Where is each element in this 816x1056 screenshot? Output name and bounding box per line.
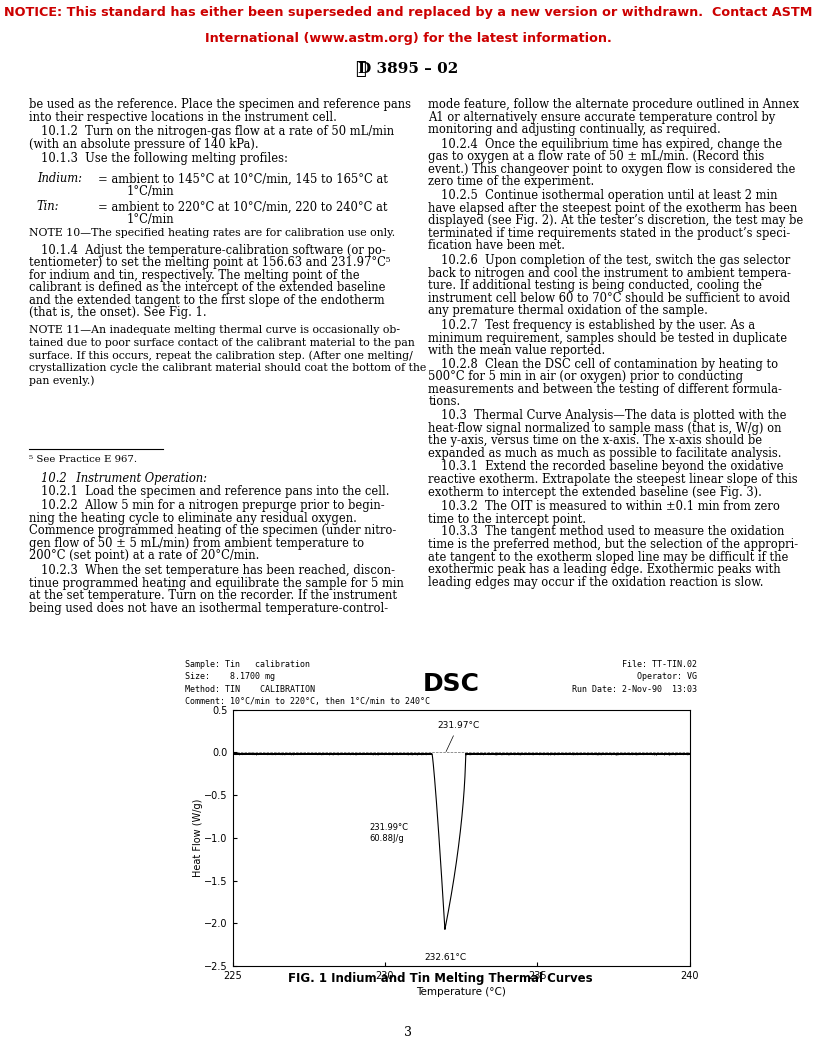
Text: being used does not have an isothermal temperature-control-: being used does not have an isothermal t…: [29, 602, 388, 615]
Text: displayed (see Fig. 2). At the tester’s discretion, the test may be: displayed (see Fig. 2). At the tester’s …: [428, 214, 804, 227]
Text: 10.2.7  Test frequency is established by the user. As a: 10.2.7 Test frequency is established by …: [441, 319, 755, 332]
Text: for indium and tin, respectively. The melting point of the: for indium and tin, respectively. The me…: [29, 269, 359, 282]
X-axis label: Temperature (°C): Temperature (°C): [416, 986, 506, 997]
Text: 10.2.2  Allow 5 min for a nitrogen prepurge prior to begin-: 10.2.2 Allow 5 min for a nitrogen prepur…: [41, 499, 384, 512]
Text: crystallization cycle the calibrant material should coat the bottom of the: crystallization cycle the calibrant mate…: [29, 363, 426, 373]
Text: FIG. 1 Indium and Tin Melting Thermal Curves: FIG. 1 Indium and Tin Melting Thermal Cu…: [288, 973, 593, 985]
Text: time is the preferred method, but the selection of the appropri-: time is the preferred method, but the se…: [428, 538, 799, 551]
Text: gas to oxygen at a flow rate of 50 ± mL/min. (Record this: gas to oxygen at a flow rate of 50 ± mL/…: [428, 150, 765, 164]
Text: ning the heating cycle to eliminate any residual oxygen.: ning the heating cycle to eliminate any …: [29, 512, 357, 525]
Text: terminated if time requirements stated in the product’s speci-: terminated if time requirements stated i…: [428, 227, 791, 240]
Text: 10.3.1  Extend the recorded baseline beyond the oxidative: 10.3.1 Extend the recorded baseline beyo…: [441, 460, 783, 473]
Text: (with an absolute pressure of 140 kPa).: (with an absolute pressure of 140 kPa).: [29, 137, 258, 151]
Text: Commence programmed heating of the specimen (under nitro-: Commence programmed heating of the speci…: [29, 524, 396, 538]
Text: NOTE 11—An inadequate melting thermal curve is occasionally ob-: NOTE 11—An inadequate melting thermal cu…: [29, 325, 400, 335]
Text: 10.1.2  Turn on the nitrogen-gas flow at a rate of 50 mL/min: 10.1.2 Turn on the nitrogen-gas flow at …: [41, 125, 394, 138]
Text: Tin:: Tin:: [37, 201, 60, 213]
Text: 10.2.1  Load the specimen and reference pans into the cell.: 10.2.1 Load the specimen and reference p…: [41, 485, 389, 498]
Text: Size:    8.1700 mg: Size: 8.1700 mg: [184, 673, 275, 681]
Text: minimum requirement, samples should be tested in duplicate: minimum requirement, samples should be t…: [428, 332, 787, 344]
Text: 10.3.2  The OIT is measured to within ±0.1 min from zero: 10.3.2 The OIT is measured to within ±0.…: [441, 501, 779, 513]
Text: back to nitrogen and cool the instrument to ambient tempera-: back to nitrogen and cool the instrument…: [428, 266, 792, 280]
Text: = ambient to 220°C at 10°C/min, 220 to 240°C at: = ambient to 220°C at 10°C/min, 220 to 2…: [98, 201, 388, 213]
Y-axis label: Heat Flow (W/g): Heat Flow (W/g): [193, 798, 202, 878]
Text: exotherm to intercept the extended baseline (see Fig. 3).: exotherm to intercept the extended basel…: [428, 486, 762, 498]
Text: surface. If this occurs, repeat the calibration step. (After one melting/: surface. If this occurs, repeat the cali…: [29, 351, 412, 361]
Text: Operator: VG: Operator: VG: [636, 673, 697, 681]
Text: mode feature, follow the alternate procedure outlined in Annex: mode feature, follow the alternate proce…: [428, 98, 800, 111]
Text: time to the intercept point.: time to the intercept point.: [428, 513, 587, 526]
Text: and the extended tangent to the first slope of the endotherm: and the extended tangent to the first sl…: [29, 294, 384, 307]
Text: Run Date: 2-Nov-90  13:03: Run Date: 2-Nov-90 13:03: [571, 685, 697, 694]
Text: Ⓚ: Ⓚ: [355, 59, 366, 78]
Text: into their respective locations in the instrument cell.: into their respective locations in the i…: [29, 111, 336, 124]
Text: instrument cell below 60 to 70°C should be sufficient to avoid: instrument cell below 60 to 70°C should …: [428, 291, 791, 304]
Text: (that is, the onset). See Fig. 1.: (that is, the onset). See Fig. 1.: [29, 306, 206, 320]
Text: NOTE 10—The specified heating rates are for calibration use only.: NOTE 10—The specified heating rates are …: [29, 228, 395, 239]
Text: 10.2.6  Upon completion of the test, switch the gas selector: 10.2.6 Upon completion of the test, swit…: [441, 254, 790, 267]
Text: 10.1.4  Adjust the temperature-calibration software (or po-: 10.1.4 Adjust the temperature-calibratio…: [41, 244, 385, 257]
Text: 3: 3: [404, 1025, 412, 1039]
Text: 10.2.4  Once the equilibrium time has expired, change the: 10.2.4 Once the equilibrium time has exp…: [441, 137, 782, 151]
Text: 1°C/min: 1°C/min: [126, 213, 174, 226]
Text: 1°C/min: 1°C/min: [126, 185, 174, 197]
Text: 10.1.3  Use the following melting profiles:: 10.1.3 Use the following melting profile…: [41, 152, 288, 165]
Text: heat-flow signal normalized to sample mass (that is, W/g) on: heat-flow signal normalized to sample ma…: [428, 421, 782, 435]
Text: exothermic peak has a leading edge. Exothermic peaks with: exothermic peak has a leading edge. Exot…: [428, 563, 781, 577]
Text: tained due to poor surface contact of the calibrant material to the pan: tained due to poor surface contact of th…: [29, 338, 415, 347]
Text: ⁵ See Practice E 967.: ⁵ See Practice E 967.: [29, 455, 137, 464]
Text: with the mean value reported.: with the mean value reported.: [428, 344, 605, 357]
Text: pan evenly.): pan evenly.): [29, 376, 94, 386]
Text: measurements and between the testing of different formula-: measurements and between the testing of …: [428, 383, 783, 396]
Text: File: TT-TIN.02: File: TT-TIN.02: [622, 660, 697, 670]
Text: 10.3.3  The tangent method used to measure the oxidation: 10.3.3 The tangent method used to measur…: [441, 526, 784, 539]
Text: Indium:: Indium:: [37, 172, 82, 186]
Text: A1 or alternatively ensure accurate temperature control by: A1 or alternatively ensure accurate temp…: [428, 111, 776, 124]
Text: Sample: Tin   calibration: Sample: Tin calibration: [184, 660, 310, 670]
Text: fication have been met.: fication have been met.: [428, 239, 565, 252]
Text: be used as the reference. Place the specimen and reference pans: be used as the reference. Place the spec…: [29, 98, 410, 111]
Text: leading edges may occur if the oxidation reaction is slow.: leading edges may occur if the oxidation…: [428, 576, 764, 588]
Text: tions.: tions.: [428, 395, 461, 409]
Text: 10.2.3  When the set temperature has been reached, discon-: 10.2.3 When the set temperature has been…: [41, 564, 395, 578]
Text: at the set temperature. Turn on the recorder. If the instrument: at the set temperature. Turn on the reco…: [29, 589, 397, 602]
Text: 10.2.5  Continue isothermal operation until at least 2 min: 10.2.5 Continue isothermal operation unt…: [441, 189, 777, 202]
Text: tentiometer) to set the melting point at 156.63 and 231.97°C⁵: tentiometer) to set the melting point at…: [29, 257, 390, 269]
Text: 232.61°C: 232.61°C: [425, 954, 467, 962]
Text: monitoring and adjusting continually, as required.: monitoring and adjusting continually, as…: [428, 124, 721, 136]
Text: calibrant is defined as the intercept of the extended baseline: calibrant is defined as the intercept of…: [29, 281, 385, 295]
Text: reactive exotherm. Extrapolate the steepest linear slope of this: reactive exotherm. Extrapolate the steep…: [428, 473, 798, 486]
Text: gen flow of 50 ± 5 mL/min) from ambient temperature to: gen flow of 50 ± 5 mL/min) from ambient …: [29, 536, 364, 550]
Text: tinue programmed heating and equilibrate the sample for 5 min: tinue programmed heating and equilibrate…: [29, 577, 403, 589]
Text: = ambient to 145°C at 10°C/min, 145 to 165°C at: = ambient to 145°C at 10°C/min, 145 to 1…: [98, 172, 388, 186]
Text: event.) This changeover point to oxygen flow is considered the: event.) This changeover point to oxygen …: [428, 163, 796, 175]
Text: have elapsed after the steepest point of the exotherm has been: have elapsed after the steepest point of…: [428, 202, 798, 214]
Text: ture. If additional testing is being conducted, cooling the: ture. If additional testing is being con…: [428, 279, 762, 293]
Text: zero time of the experiment.: zero time of the experiment.: [428, 175, 595, 188]
Text: Method: TIN    CALIBRATION: Method: TIN CALIBRATION: [184, 685, 315, 694]
Text: DSC: DSC: [423, 673, 480, 696]
Text: NOTICE: This standard has either been superseded and replaced by a new version o: NOTICE: This standard has either been su…: [4, 6, 812, 19]
Text: 231.99°C
60.88J/g: 231.99°C 60.88J/g: [370, 823, 409, 844]
Text: 10.3  Thermal Curve Analysis—The data is plotted with the: 10.3 Thermal Curve Analysis—The data is …: [441, 409, 786, 422]
Text: 231.97°C: 231.97°C: [437, 721, 479, 752]
Text: Comment: 10°C/min to 220°C, then 1°C/min to 240°C: Comment: 10°C/min to 220°C, then 1°C/min…: [184, 697, 430, 706]
Text: International (www.astm.org) for the latest information.: International (www.astm.org) for the lat…: [205, 32, 611, 44]
Text: expanded as much as much as possible to facilitate analysis.: expanded as much as much as possible to …: [428, 447, 782, 459]
Text: 10.2.8  Clean the DSC cell of contamination by heating to: 10.2.8 Clean the DSC cell of contaminati…: [441, 358, 778, 371]
Text: 500°C for 5 min in air (or oxygen) prior to conducting: 500°C for 5 min in air (or oxygen) prior…: [428, 371, 743, 383]
Text: 10.2   Instrument Operation:: 10.2 Instrument Operation:: [41, 472, 206, 485]
Text: ate tangent to the exotherm sloped line may be difficult if the: ate tangent to the exotherm sloped line …: [428, 550, 789, 564]
Text: any premature thermal oxidation of the sample.: any premature thermal oxidation of the s…: [428, 304, 708, 317]
Text: 200°C (set point) at a rate of 20°C/min.: 200°C (set point) at a rate of 20°C/min.: [29, 549, 259, 563]
Text: the y-axis, versus time on the x-axis. The x-axis should be: the y-axis, versus time on the x-axis. T…: [428, 434, 762, 447]
Text: D 3895 – 02: D 3895 – 02: [358, 61, 458, 76]
